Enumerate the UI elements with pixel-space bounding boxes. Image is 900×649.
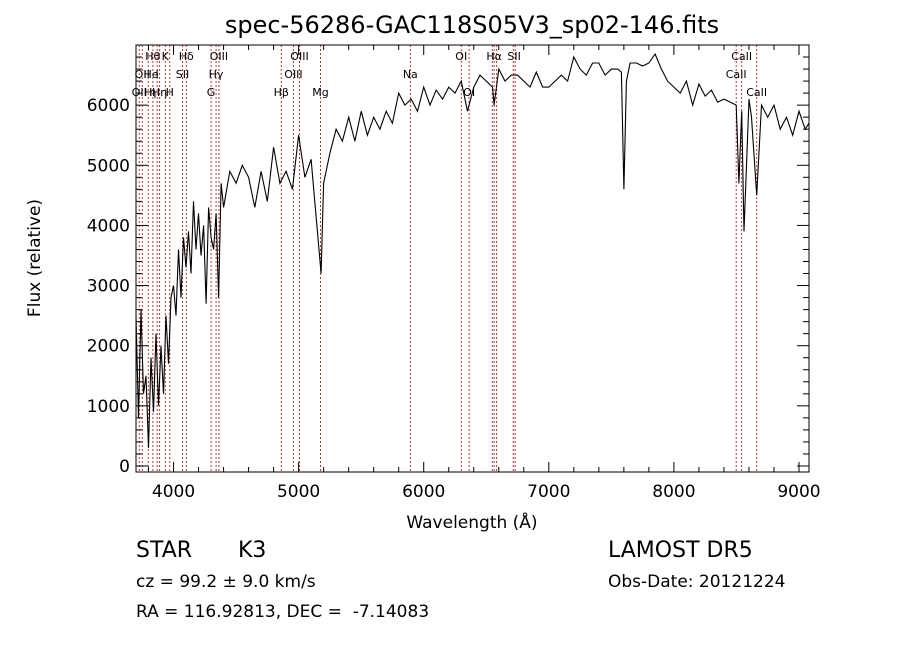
line-label: Hβ bbox=[274, 86, 289, 99]
y-tick-label: 6000 bbox=[87, 96, 130, 116]
series-spectrum bbox=[135, 52, 810, 448]
line-label: OIII bbox=[284, 68, 302, 81]
line-label: Mg bbox=[312, 86, 328, 99]
y-tick-label: 4000 bbox=[87, 216, 130, 236]
y-tick-label: 3000 bbox=[87, 277, 130, 297]
classification-label: STAR bbox=[136, 538, 193, 563]
y-tick-label: 5000 bbox=[87, 156, 130, 176]
line-label: H bbox=[166, 86, 174, 99]
line-label: Na bbox=[403, 68, 418, 81]
line-label: CaII bbox=[746, 86, 767, 99]
line-label: η bbox=[149, 86, 156, 99]
y-axis: 0 1000 2000 3000 4000 5000 6000 bbox=[87, 56, 809, 477]
x-tick-label: 8000 bbox=[652, 482, 695, 502]
obs-date-label: Obs-Date: 20121224 bbox=[608, 572, 786, 592]
y-tick-label: 0 bbox=[119, 457, 130, 477]
line-label: OII bbox=[132, 86, 147, 99]
x-tick-label: 4000 bbox=[152, 482, 195, 502]
line-label: OII bbox=[135, 68, 150, 81]
x-tick-label: 5000 bbox=[277, 482, 320, 502]
coordinates-label: RA = 116.92813, DEC = -7.14083 bbox=[136, 602, 430, 622]
redshift-label: cz = 99.2 ± 9.0 km/s bbox=[136, 572, 316, 592]
line-label: SII bbox=[176, 68, 189, 81]
line-label: Hγ bbox=[209, 68, 224, 81]
x-tick-label: 6000 bbox=[402, 482, 445, 502]
y-axis-label: Flux (relative) bbox=[25, 199, 45, 317]
line-label: H bbox=[144, 86, 152, 99]
line-label: CaII bbox=[731, 50, 752, 63]
line-label: OI bbox=[455, 50, 467, 63]
line-label: G bbox=[207, 86, 216, 99]
x-tick-label: 7000 bbox=[527, 482, 570, 502]
plot-frame bbox=[135, 44, 810, 473]
x-axis-label: Wavelength (Å) bbox=[406, 511, 537, 533]
line-label: K bbox=[162, 50, 170, 63]
chart-title: spec-56286-GAC118S05V3_sp02-146.fits bbox=[225, 11, 719, 39]
survey-label: LAMOST DR5 bbox=[608, 538, 753, 563]
line-label: OI bbox=[463, 86, 475, 99]
line-label: CaII bbox=[726, 68, 747, 81]
subclass-label: K3 bbox=[238, 538, 267, 563]
line-label: Hη bbox=[152, 86, 167, 99]
y-tick-label: 2000 bbox=[87, 337, 130, 357]
line-label: He bbox=[143, 68, 158, 81]
line-label: I bbox=[156, 68, 159, 81]
line-markers bbox=[138, 45, 758, 472]
line-label: Hδ bbox=[179, 50, 194, 63]
line-label: Hθ bbox=[145, 50, 160, 63]
line-labels: OIIOIIHHθHeηIHηKHSIIHδGHγOIIIHβOIIIOIIIM… bbox=[132, 50, 767, 99]
y-tick-label: 1000 bbox=[87, 397, 130, 417]
line-label: Hα bbox=[486, 50, 502, 63]
line-label: SII bbox=[507, 50, 520, 63]
x-tick-label: 9000 bbox=[777, 482, 820, 502]
x-axis: 4000 5000 6000 7000 8000 9000 bbox=[148, 45, 821, 502]
line-label: OIII bbox=[210, 50, 228, 63]
line-label: OIII bbox=[290, 50, 308, 63]
